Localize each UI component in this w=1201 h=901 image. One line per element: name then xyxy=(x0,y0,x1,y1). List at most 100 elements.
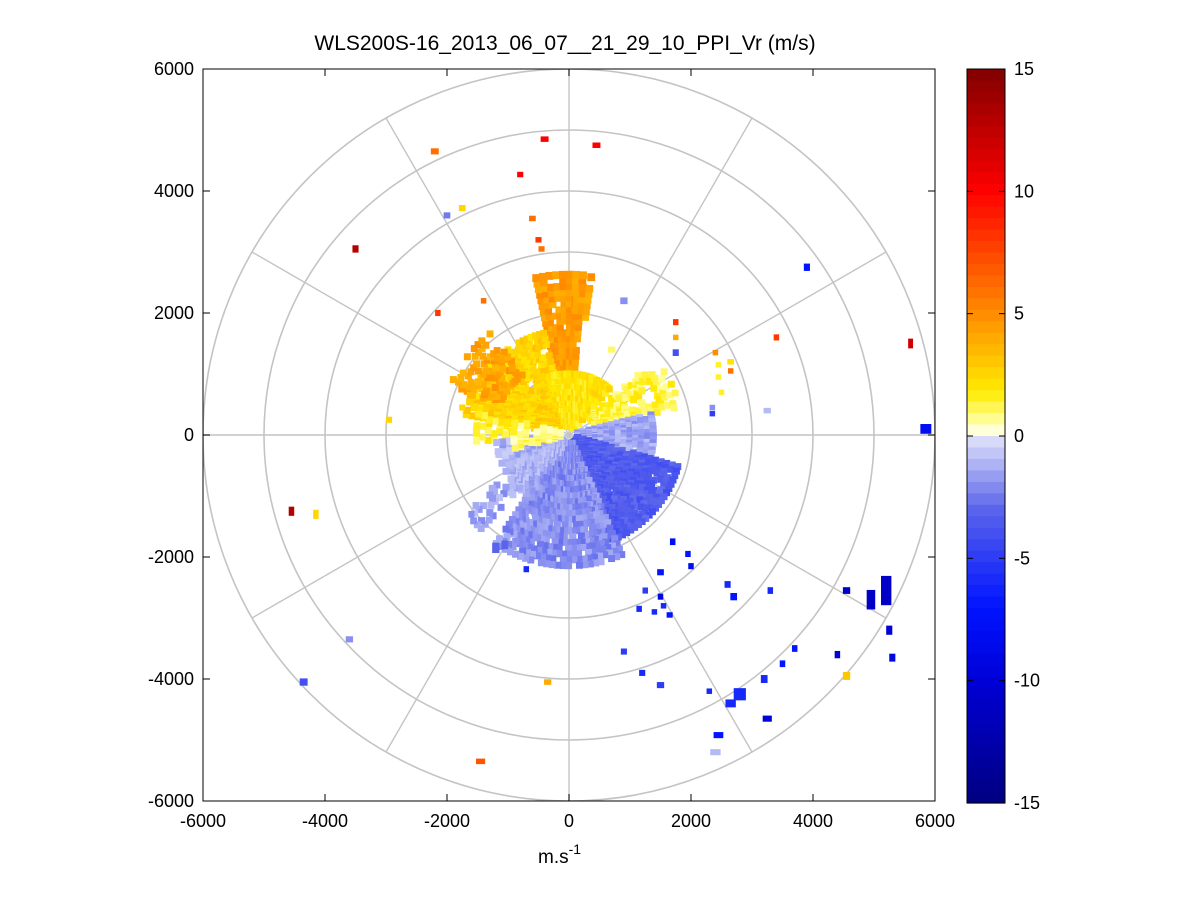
data-pixel-33 xyxy=(492,542,500,554)
data-pixel-25 xyxy=(718,389,725,396)
colorbar-swatch xyxy=(967,722,1005,735)
range-gate xyxy=(533,350,541,358)
range-gate xyxy=(613,521,621,529)
range-gate xyxy=(557,335,565,343)
range-gate xyxy=(604,519,612,527)
colorbar: 15 10 5 0 -5 -10 -15 xyxy=(966,59,1040,813)
data-pixel-56 xyxy=(791,645,798,652)
colorbar-swatch xyxy=(967,275,1005,288)
range-gate xyxy=(565,323,573,331)
range-gate xyxy=(565,562,573,570)
range-gate xyxy=(551,427,559,435)
range-gate xyxy=(607,403,615,411)
range-gate xyxy=(475,348,483,356)
range-gate xyxy=(493,481,501,489)
range-gate xyxy=(591,517,599,525)
range-gate xyxy=(528,346,536,354)
data-pixel-31 xyxy=(313,509,319,519)
range-gate xyxy=(532,515,540,523)
range-gate xyxy=(556,323,564,331)
range-gate xyxy=(579,416,587,424)
data-pixel-61 xyxy=(706,688,713,694)
data-pixel-3 xyxy=(803,263,810,271)
range-gate xyxy=(561,317,569,325)
range-gate xyxy=(484,436,492,444)
range-gate xyxy=(527,333,535,341)
range-gate xyxy=(588,417,596,425)
range-gate xyxy=(523,536,531,544)
range-gate xyxy=(475,405,483,413)
range-gate xyxy=(528,550,536,558)
range-gate xyxy=(648,371,656,379)
range-gate xyxy=(536,291,544,299)
range-gate xyxy=(565,527,573,535)
range-gate xyxy=(660,393,668,401)
range-gate xyxy=(577,526,585,534)
range-gate xyxy=(591,553,599,561)
range-gate xyxy=(608,422,616,430)
range-gate xyxy=(522,490,530,498)
range-gate xyxy=(612,447,620,455)
range-gate xyxy=(674,463,682,471)
range-gate xyxy=(513,375,521,383)
range-gate xyxy=(549,336,557,344)
range-gate xyxy=(543,296,551,304)
range-gate xyxy=(559,276,567,285)
range-gate xyxy=(534,285,543,294)
data-pixel-37 xyxy=(685,550,691,557)
data-pixel-57 xyxy=(779,660,786,668)
range-gate xyxy=(570,550,578,558)
data-pixel-60 xyxy=(725,699,736,708)
x-tick-label: 6000 xyxy=(915,811,955,831)
range-gate xyxy=(550,312,558,320)
data-pixel-10 xyxy=(443,212,451,219)
range-gate xyxy=(615,429,623,437)
range-gate xyxy=(569,346,577,354)
range-gate xyxy=(565,300,573,308)
range-gate xyxy=(455,378,463,386)
range-gate xyxy=(565,510,573,518)
range-gate xyxy=(516,457,524,465)
range-gate xyxy=(540,329,548,337)
range-gate xyxy=(493,347,501,355)
range-gate xyxy=(527,538,535,546)
data-pixel-67 xyxy=(710,749,721,756)
range-gate xyxy=(543,560,551,568)
range-gate xyxy=(558,346,566,354)
range-gate xyxy=(559,282,568,291)
colorbar-swatch xyxy=(967,114,1005,127)
range-gate xyxy=(503,533,511,541)
range-gate xyxy=(655,490,663,498)
range-gate xyxy=(515,430,523,438)
range-gate xyxy=(555,312,563,320)
range-gate xyxy=(548,295,556,303)
data-pixel-36 xyxy=(669,538,676,546)
range-gate xyxy=(531,474,539,482)
range-gate xyxy=(536,541,544,549)
range-gate xyxy=(638,518,646,526)
range-gate xyxy=(570,376,578,384)
range-gate xyxy=(507,374,515,382)
range-gate xyxy=(608,529,616,537)
range-gate xyxy=(537,523,545,531)
range-gate xyxy=(638,429,646,437)
range-gate xyxy=(468,412,476,420)
range-gate xyxy=(638,387,646,395)
range-gate xyxy=(649,425,657,433)
range-gate xyxy=(599,402,607,410)
range-gate xyxy=(542,518,550,526)
range-gate xyxy=(473,360,481,368)
range-gate xyxy=(521,474,529,482)
colorbar-swatch xyxy=(967,791,1005,804)
range-gate xyxy=(614,434,622,442)
range-gate xyxy=(473,426,481,434)
data-pixel-59 xyxy=(733,688,746,701)
range-gate xyxy=(539,354,547,362)
range-gate xyxy=(601,389,609,397)
range-gate xyxy=(506,488,514,496)
range-gate xyxy=(561,329,569,337)
colorbar-swatch xyxy=(967,642,1005,655)
range-gate xyxy=(636,417,644,425)
range-gate xyxy=(527,525,535,533)
range-gate xyxy=(472,502,480,510)
